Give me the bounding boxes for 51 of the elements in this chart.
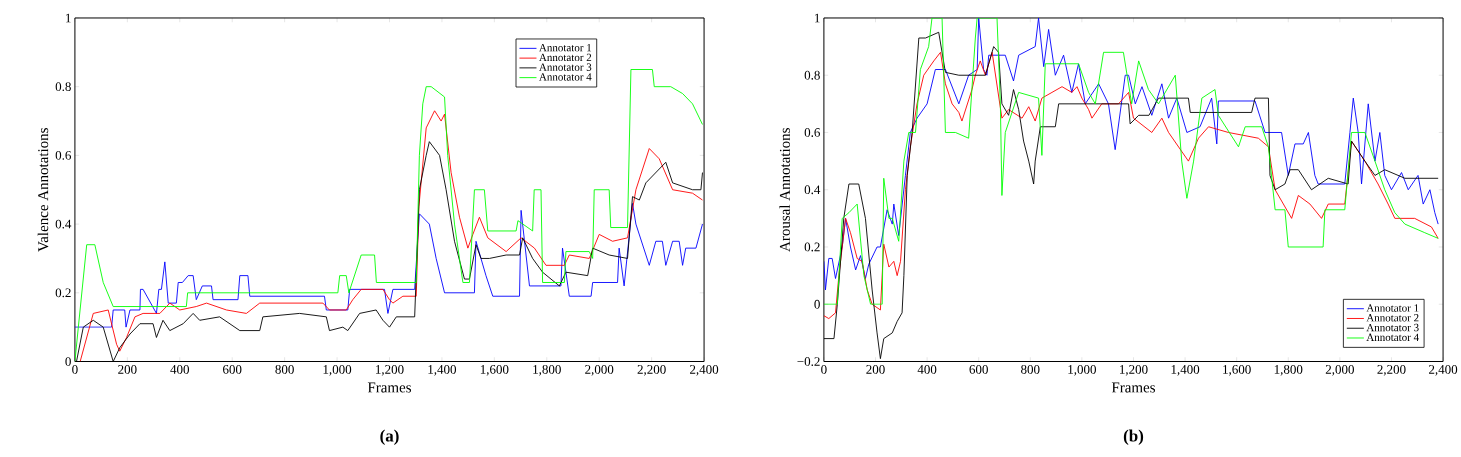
legend-label: Annotator 3 [1366,323,1419,332]
text: (a) [380,429,399,445]
legend-label: Annotator 1 [1366,304,1419,312]
y-tick-label: 0.2 [804,242,820,252]
x-tick-label: 1,000 [323,364,352,376]
x-axis-title: Frames [367,382,411,393]
x-tick-label: 1,400 [1171,364,1200,376]
x-tick-label: 2,400 [690,364,719,376]
y-tick-label: 0.4 [55,219,72,229]
x-tick-label: 2,200 [1377,364,1406,376]
y-tick-label: 0.2 [55,288,71,298]
x-tick-label: 2,000 [1325,364,1354,376]
y-tick-label: 1 [66,13,71,23]
legend-label: Annotator 2 [1366,313,1419,322]
x-tick-label: 400 [917,364,937,374]
x-tick-label: 1,200 [1120,364,1148,376]
x-tick-label: 800 [275,364,294,374]
y-tick-label: 0.8 [55,82,71,91]
y-axis-title: Valence Annotations [37,127,49,252]
y-tick-label: 0.6 [55,150,72,160]
y-tick-label: 0.4 [804,185,821,194]
x-axis-title: Frames [1111,382,1155,393]
y-tick-label: 0 [65,356,71,366]
x-tick-label: 1,600 [1223,364,1251,376]
legend-label: Annotator 4 [539,73,592,81]
x-tick-label: 2,000 [585,364,614,376]
legend-label: Annotator 1 [539,43,592,52]
x-tick-label: 200 [866,364,885,374]
x-tick-label: 600 [223,364,242,374]
x-tick-label: 400 [170,364,190,374]
y-tick-label: 0.6 [804,127,820,137]
x-tick-label: 600 [969,364,988,374]
legend-label: Annotator 2 [539,53,592,61]
x-tick-label: 1,200 [376,364,404,376]
text: (b) [1123,429,1144,445]
x-tick-label: 2,400 [1429,364,1458,376]
x-tick-label: 1,400 [428,364,457,376]
x-tick-label: 200 [118,364,137,374]
legend-label: Annotator 3 [539,63,592,71]
x-tick-label: 1,800 [1274,364,1303,376]
x-tick-label: 1,600 [480,364,509,376]
y-tick-label: −0.2 [797,356,820,366]
y-tick-label: 0.8 [804,70,820,80]
x-tick-label: 2,200 [637,364,666,376]
x-tick-label: 1,800 [533,364,561,376]
y-tick-label: 0 [814,299,820,309]
y-axis-title: Arousal Annotations [779,127,790,252]
x-tick-label: 1,000 [1068,364,1096,376]
legend-label: Annotator 4 [1366,333,1419,341]
x-tick-label: 800 [1021,364,1040,374]
y-tick-label: 1 [815,13,820,23]
